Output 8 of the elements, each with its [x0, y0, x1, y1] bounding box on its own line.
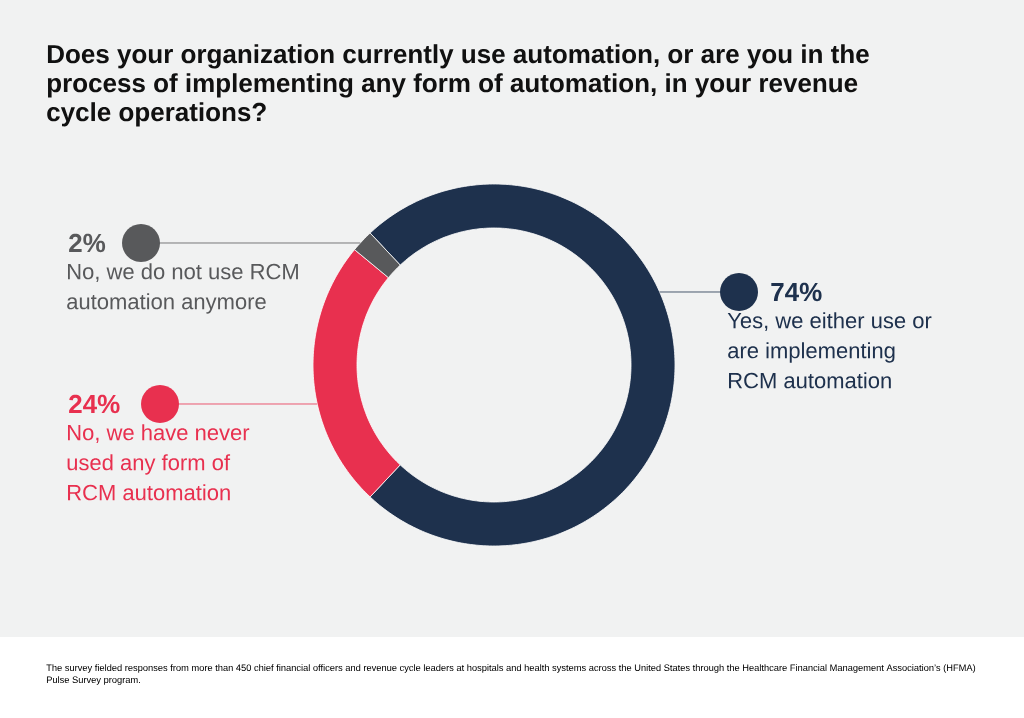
chart-title: Does your organization currently use automation, or are you in the process of implementing any form of automation, in your revenue cycle operations?: [47, 44, 869, 127]
data-label: 2%: [69, 233, 106, 253]
legend-label: No, we have never used any form of RCM automation: [67, 424, 250, 501]
data-label: 74%: [771, 282, 822, 302]
legend-label: Yes, we either use or are implementing RCM automation: [727, 312, 932, 389]
legend-label: No, we do not use RCM automation anymore: [67, 263, 298, 314]
data-label: 24%: [69, 394, 120, 414]
text: The survey fielded responses from more than 450 chief financial officers and revenue cycle leaders at hospitals and health systems across the United States through the Healthcare Financial Management Association’s (HFMA) Pulse Survey program.: [46, 664, 976, 685]
